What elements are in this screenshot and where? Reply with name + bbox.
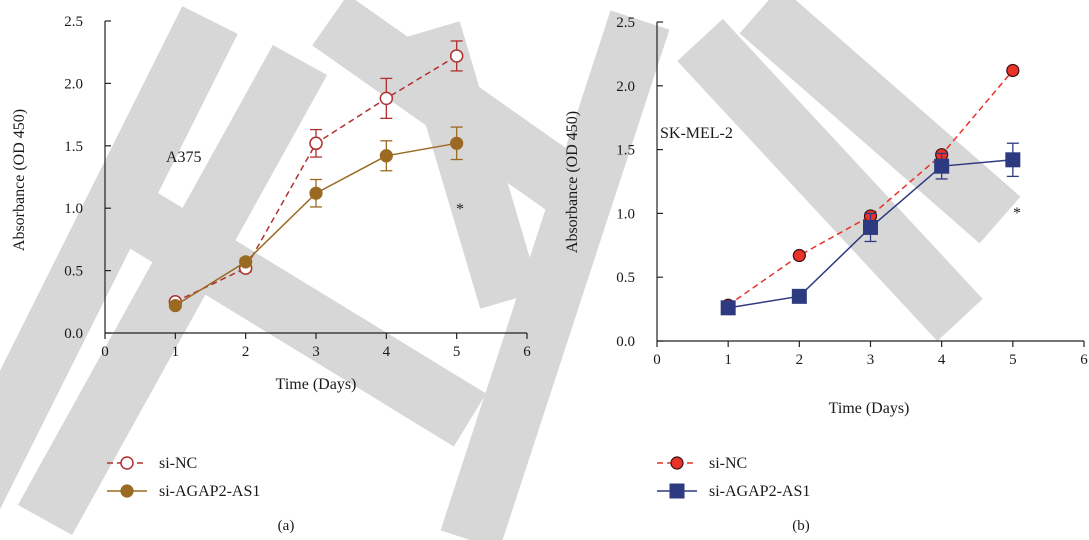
panel-a-y-axis-title: Absorbance (OD 450) [11,109,28,251]
panel-b-x-tick-label-3: 3 [867,352,875,368]
panel-b-x-tick-label-2: 2 [796,352,804,368]
panel-b-legend-si-nc-label: si-NC [709,455,747,472]
panel-b-series-si-nc-point-4 [1006,63,1020,78]
panel-b-x-tick-label-1: 1 [724,352,732,368]
panel-b-y-tick-label-0: 0.0 [616,334,635,350]
panel-a-x-tick-label-2: 2 [242,344,250,360]
watermark-stroke-3 [93,173,487,447]
panel-a-series-si-agap2-as1-point-1 [239,255,253,269]
panel-b-x-tick-label-6: 6 [1080,352,1088,368]
panel-a-x-tick-label-3: 3 [312,344,320,360]
panel-a-x-tick-label-6: 6 [523,344,531,360]
watermark-stroke-7 [739,0,1021,244]
panel-b-legend: si-NC si-AGAP2-AS1 [657,455,810,500]
panel-a-marks [168,40,464,313]
panel-a-legend-si-agap2-as1-marker [120,484,134,498]
panel-a-y-tick-label-1: 0.5 [64,264,83,280]
panel-b-series-si-agap2-as1-point-4 [1005,152,1021,168]
watermark-stroke-4 [400,21,540,309]
watermark-stroke-6 [677,18,983,342]
panel-a-x-axis-title: Time (Days) [276,376,357,393]
panel-a-legend-si-agap2-as1-label: si-AGAP2-AS1 [159,483,260,500]
panel-b-x-tick-label-0: 0 [653,352,661,368]
panel-b-marks [720,63,1021,316]
panel-b-x-tick-label-4: 4 [938,352,946,368]
retracted-watermark [0,0,1021,540]
panel-b-label: (b) [792,518,810,534]
panel-a-x-tick-label-1: 1 [172,344,180,360]
panel-b-y-tick-label-1: 0.5 [616,270,635,286]
panel-a-y-tick-label-3: 1.5 [64,139,83,155]
panel-b-series-si-nc-point-1 [792,248,806,263]
panel-b-y-tick-label-5: 2.5 [616,15,635,31]
panel-a-legend-si-nc-marker [120,456,134,470]
panel-b-cell-line-label: SK-MEL-2 [660,125,733,142]
panel-a-y-tick-label-2: 1.0 [64,201,83,217]
panel-b-y-tick-label-2: 1.0 [616,206,635,222]
panel-a-series-si-agap2-as1-point-2 [309,186,323,200]
panel-a-series-si-nc-point-4 [449,49,464,63]
panel-a-series-si-agap2-as1-point-0 [168,298,182,313]
panel-b-axes: 0 1 2 3 4 5 6 0.0 0.5 1.0 1.5 2.0 2.5 [616,15,1088,368]
panel-a-y-tick-label-0: 0.0 [64,326,83,342]
panel-b-significance-mark: * [1013,205,1021,222]
panel-a-x-tick-label-0: 0 [101,344,109,360]
watermark-stroke-1 [17,44,328,536]
panel-b-x-tick-label-5: 5 [1009,352,1017,368]
panel-b-y-axis-title: Absorbance (OD 450) [564,111,581,253]
panel-a-cell-line-label: A375 [166,149,202,166]
watermark-stroke-5 [440,10,670,540]
panel-a-y-tick-label-4: 2.0 [64,76,83,92]
panel-a-series-si-nc-point-2 [309,136,323,151]
panel-a-series-si-agap2-as1-point-4 [450,136,464,150]
panel-a-series-si-nc-point-3 [379,91,394,106]
panel-a-legend-si-nc-label: si-NC [159,455,197,472]
panel-b-x-axis-title: Time (Days) [829,400,910,417]
panel-b-y-tick-label-3: 1.5 [616,143,635,159]
panel-b: 0 1 2 3 4 5 6 0.0 0.5 1.0 1.5 2.0 2.5 SK-MEL-2 * Tim… [564,15,1088,534]
panel-a-x-tick-label-4: 4 [383,344,391,360]
panel-a-axes: 0 1 2 3 4 5 6 0.0 0.5 1.0 1.5 2.0 2.5 [64,14,531,360]
panel-a-x-tick-label-5: 5 [453,344,461,360]
panel-b-series-si-agap2-as1-point-0 [720,300,736,316]
panel-a-legend: si-NC si-AGAP2-AS1 [107,455,260,500]
panel-a: 0 1 2 3 4 5 6 0.0 0.5 1.0 1.5 2.0 2.5 A375 * Time (D… [11,14,531,534]
panel-b-series-si-agap2-as1-point-3 [934,158,950,174]
panel-b-y-tick-label-4: 2.0 [616,79,635,95]
panel-a-series-si-agap2-as1-point-3 [379,149,393,163]
panel-b-legend-si-nc-marker [670,456,684,470]
watermark-stroke-0 [0,6,238,510]
panel-b-series-si-agap2-as1-point-2 [863,219,878,235]
panel-b-series-si-agap2-as1-point-1 [791,288,807,304]
panel-b-legend-si-agap2-as1-marker [669,483,685,499]
panel-b-legend-si-agap2-as1-label: si-AGAP2-AS1 [709,483,810,500]
panel-a-y-tick-label-5: 2.5 [64,14,83,30]
panel-a-significance-mark: * [456,201,464,218]
panel-a-label: (a) [278,518,295,534]
